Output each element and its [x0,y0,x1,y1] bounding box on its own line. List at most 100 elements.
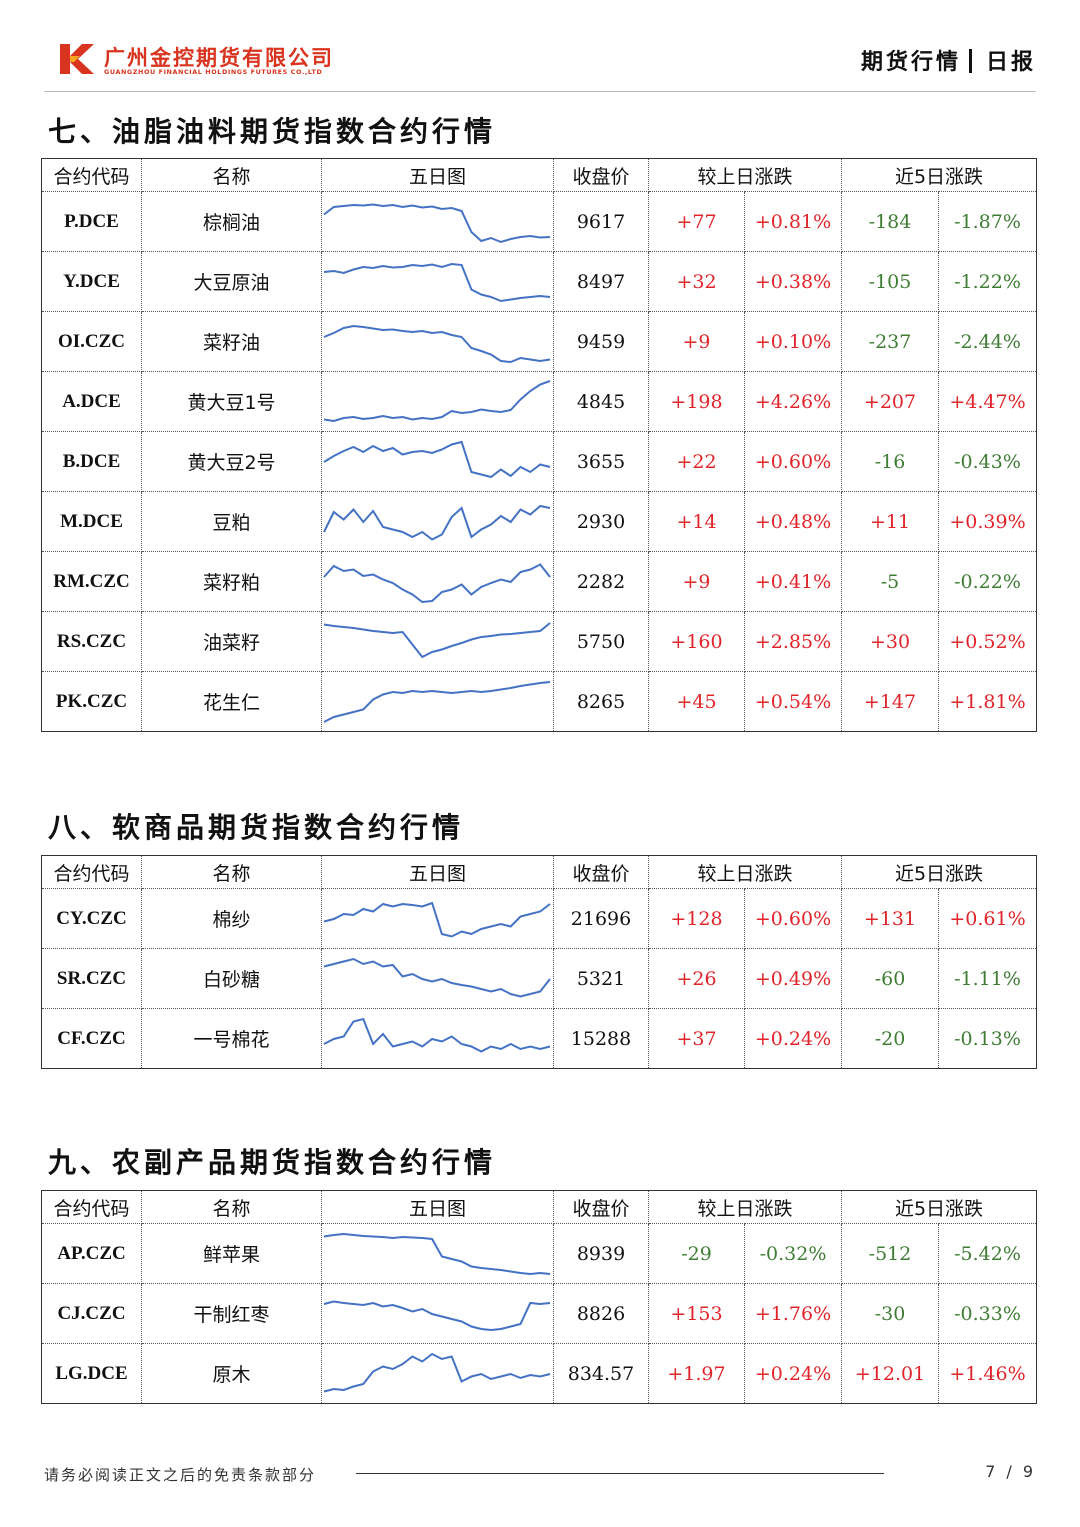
five-day-change: -60 [841,948,940,1009]
sparkline-chart [323,379,551,422]
sparkline-series [323,440,551,478]
column-header-name: 名称 [141,158,322,192]
close-price: 8826 [553,1283,649,1344]
daily-change-pct: +0.60% [743,431,843,492]
section-title: 八、软商品期货指数合约行情 [48,811,465,844]
daily-change-pct: +0.38% [743,251,843,312]
sparkline-series [323,1017,551,1053]
five-day-chart [321,371,554,432]
five-day-change-pct: -0.13% [938,1008,1038,1069]
table-row: A.DCE 黄大豆1号 4845 +198 +4.26% +207 +4.47% [41,371,1038,432]
table-row: OI.CZC 菜籽油 9459 +9 +0.10% -237 -2.44% [41,311,1038,372]
column-header-close: 收盘价 [553,855,649,889]
daily-change: +14 [648,491,745,552]
five-day-change-pct: -0.33% [938,1283,1038,1344]
close-price: 21696 [553,888,649,949]
sparkline-chart [323,262,551,302]
sparkline-series [323,202,551,243]
five-day-change: -237 [841,311,940,372]
contract-code: PK.CZC [41,671,142,732]
five-day-change: +147 [841,671,940,732]
sparkline-series [323,1299,551,1331]
close-price: 5750 [553,611,649,672]
page-number: 7 / 9 [985,1462,1036,1481]
company-name-en: GUANGZHOU FINANCIAL HOLDINGS FUTURES CO.… [104,68,323,76]
column-header-five-day: 近5日涨跌 [841,1190,1038,1224]
table-row: SR.CZC 白砂糖 5321 +26 +0.49% -60 -1.11% [41,948,1038,1009]
contract-code: SR.CZC [41,948,142,1009]
five-day-change-pct: +4.47% [938,371,1038,432]
quote-table: 合约代码 名称 五日图 收盘价 较上日涨跌 近5日涨跌 AP.CZC 鲜苹果 8939 -29 -0… [41,1190,1038,1404]
sparkline-series [323,901,551,938]
five-day-change-pct: -1.11% [938,948,1038,1009]
contract-name: 原木 [141,1343,322,1404]
column-header-code: 合约代码 [41,158,142,192]
header-separator [968,49,972,73]
five-day-chart [321,311,554,372]
daily-change: +37 [648,1008,745,1069]
five-day-change: -105 [841,251,940,312]
sparkline-series [323,504,551,541]
five-day-chart [321,888,554,949]
column-header-daily: 较上日涨跌 [647,158,843,192]
company-logo: 广州金控期货有限公司 GUANGZHOU FINANCIAL HOLDINGS … [58,42,358,82]
sparkline-chart [323,621,551,658]
table-row: Y.DCE 大豆原油 8497 +32 +0.38% -105 -1.22% [41,251,1038,312]
contract-name: 大豆原油 [141,251,322,312]
table-row: AP.CZC 鲜苹果 8939 -29 -0.32% -512 -5.42% [41,1223,1038,1284]
sparkline-chart [323,504,551,541]
close-price: 8265 [553,671,649,732]
contract-name: 黄大豆1号 [141,371,322,432]
close-price: 9459 [553,311,649,372]
five-day-change: +207 [841,371,940,432]
contract-code: CY.CZC [41,888,142,949]
contract-name: 油菜籽 [141,611,322,672]
contract-name: 菜籽粕 [141,551,322,612]
five-day-chart [321,948,554,1009]
contract-name: 菜籽油 [141,311,322,372]
column-header-chart: 五日图 [321,855,554,889]
column-header-daily: 较上日涨跌 [647,1190,843,1224]
sparkline-chart [323,1232,551,1275]
table-header-row: 合约代码 名称 五日图 收盘价 较上日涨跌 近5日涨跌 [41,1190,1038,1224]
sparkline-chart [323,202,551,243]
section-title: 七、油脂油料期货指数合约行情 [48,115,497,148]
sparkline-chart [323,957,551,998]
contract-code: M.DCE [41,491,142,552]
sparkline-series [323,680,551,723]
sparkline-chart [323,440,551,478]
sparkline-series [323,1352,551,1392]
sparkline-chart [323,1299,551,1331]
contract-code: OI.CZC [41,311,142,372]
daily-change-pct: +0.81% [743,191,843,252]
contract-name: 白砂糖 [141,948,322,1009]
five-day-change-pct: +0.39% [938,491,1038,552]
five-day-change-pct: +0.61% [938,888,1038,949]
daily-change-pct: +0.54% [743,671,843,732]
close-price: 2930 [553,491,649,552]
close-price: 8939 [553,1223,649,1284]
contract-name: 鲜苹果 [141,1223,322,1284]
sparkline-series [323,957,551,998]
five-day-change-pct: +1.81% [938,671,1038,732]
five-day-chart [321,251,554,312]
contract-name: 黄大豆2号 [141,431,322,492]
column-header-code: 合约代码 [41,1190,142,1224]
quote-table: 合约代码 名称 五日图 收盘价 较上日涨跌 近5日涨跌 CY.CZC 棉纱 21696 +128 +… [41,855,1038,1069]
column-header-close: 收盘价 [553,158,649,192]
table-row: RS.CZC 油菜籽 5750 +160 +2.85% +30 +0.52% [41,611,1038,672]
daily-change: +9 [648,551,745,612]
table-row: PK.CZC 花生仁 8265 +45 +0.54% +147 +1.81% [41,671,1038,732]
doc-kind: 日报 [985,50,1036,75]
section-title: 九、农副产品期货指数合约行情 [48,1146,497,1179]
daily-change-pct: +0.24% [743,1008,843,1069]
daily-change-pct: +2.85% [743,611,843,672]
daily-change: +128 [648,888,745,949]
column-header-five-day: 近5日涨跌 [841,158,1038,192]
sparkline-series [323,379,551,422]
five-day-change: +131 [841,888,940,949]
five-day-chart [321,1283,554,1344]
contract-name: 花生仁 [141,671,322,732]
column-header-chart: 五日图 [321,158,554,192]
five-day-change-pct: +1.46% [938,1343,1038,1404]
